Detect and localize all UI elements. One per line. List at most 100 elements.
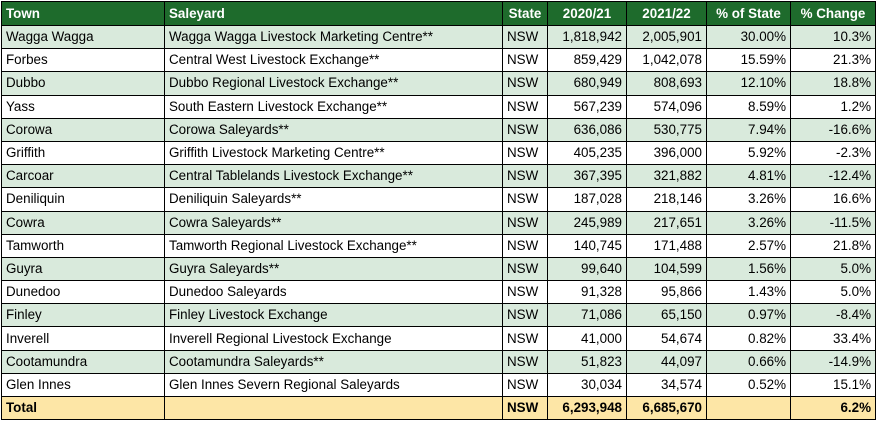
- cell-saleyard: Dunedoo Saleyards: [164, 280, 503, 305]
- cell-saleyard: Guyra Saleyards**: [164, 256, 503, 282]
- cell-town: Cowra: [1, 210, 165, 235]
- cell-pct-change: -12.4%: [790, 164, 876, 189]
- cell-2021-22: 321,882: [626, 164, 707, 189]
- cell-2020-21: 245,989: [547, 210, 627, 235]
- cell-pct-state: 3.26%: [706, 187, 791, 212]
- cell-saleyard: South Eastern Livestock Exchange**: [164, 94, 503, 119]
- cell-pct-state: 2.57%: [706, 233, 791, 258]
- cell-saleyard: Central West Livestock Exchange**: [164, 48, 503, 73]
- table-body: Wagga Wagga Wagga Wagga Livestock Marketi…: [1, 24, 876, 398]
- cell-state: NSW: [502, 164, 548, 189]
- cell-2020-21: 567,239: [547, 94, 627, 119]
- cell-state: NSW: [502, 372, 548, 398]
- cell-pct-change: -8.4%: [790, 303, 876, 328]
- cell-2021-22: 217,651: [626, 210, 707, 235]
- header-state: State: [502, 1, 548, 26]
- cell-town: Yass: [1, 94, 165, 119]
- table-row: Tamworth Tamworth Regional Livestock Exch…: [1, 233, 876, 258]
- cell-2020-21: 859,429: [547, 48, 627, 73]
- cell-town: Dubbo: [1, 71, 165, 96]
- cell-2021-22: 44,097: [626, 349, 707, 374]
- cell-town: Cootamundra: [1, 349, 165, 374]
- cell-2020-21: 405,235: [547, 140, 627, 166]
- cell-pct-change: 15.1%: [790, 372, 876, 398]
- table-row: Glen Innes Glen Innes Severn Regional Sal…: [1, 372, 876, 398]
- cell-2020-21: 30,034: [547, 372, 627, 398]
- cell-pct-state: 4.81%: [706, 164, 791, 189]
- total-row: Total NSW 6,293,948 6,685,670 6.2%: [1, 395, 876, 421]
- cell-2020-21: 41,000: [547, 326, 627, 351]
- cell-pct-state: 0.66%: [706, 349, 791, 374]
- cell-2020-21: 71,086: [547, 303, 627, 328]
- cell-saleyard: Central Tablelands Livestock Exchange**: [164, 164, 503, 189]
- table-row: Corowa Corowa Saleyards** NSW 636,086 530,77…: [1, 117, 876, 142]
- table-row: Cootamundra Cootamundra Saleyards** NSW 51,…: [1, 349, 876, 374]
- header-row: Town Saleyard State 2020/21 2021/22 % of…: [1, 1, 876, 26]
- cell-state: NSW: [502, 24, 548, 50]
- total-2020-21: 6,293,948: [547, 395, 627, 421]
- cell-state: NSW: [502, 48, 548, 73]
- table-row: Dubbo Dubbo Regional Livestock Exchange**…: [1, 71, 876, 96]
- cell-state: NSW: [502, 303, 548, 328]
- cell-2020-21: 140,745: [547, 233, 627, 258]
- total-2021-22: 6,685,670: [626, 395, 707, 421]
- cell-2020-21: 99,640: [547, 256, 627, 282]
- cell-2021-22: 34,574: [626, 372, 707, 398]
- cell-2021-22: 2,005,901: [626, 24, 707, 50]
- cell-2021-22: 54,674: [626, 326, 707, 351]
- cell-state: NSW: [502, 349, 548, 374]
- cell-town: Wagga Wagga: [1, 24, 165, 50]
- cell-state: NSW: [502, 94, 548, 119]
- cell-town: Dunedoo: [1, 280, 165, 305]
- cell-town: Guyra: [1, 256, 165, 282]
- cell-town: Finley: [1, 303, 165, 328]
- header-town: Town: [1, 1, 165, 26]
- cell-pct-state: 30.00%: [706, 24, 791, 50]
- cell-2020-21: 91,328: [547, 280, 627, 305]
- cell-state: NSW: [502, 210, 548, 235]
- cell-state: NSW: [502, 233, 548, 258]
- cell-town: Glen Innes: [1, 372, 165, 398]
- total-town: Total: [1, 395, 165, 421]
- header-pct-state: % of State: [706, 1, 791, 26]
- cell-saleyard: Deniliquin Saleyards**: [164, 187, 503, 212]
- cell-town: Griffith: [1, 140, 165, 166]
- table-row: Yass South Eastern Livestock Exchange** NS…: [1, 94, 876, 119]
- cell-pct-change: 21.3%: [790, 48, 876, 73]
- cell-saleyard: Inverell Regional Livestock Exchange: [164, 326, 503, 351]
- cell-pct-state: 0.52%: [706, 372, 791, 398]
- cell-2020-21: 51,823: [547, 349, 627, 374]
- cell-pct-state: 7.94%: [706, 117, 791, 142]
- table-row: Guyra Guyra Saleyards** NSW 99,640 104,599 1.…: [1, 256, 876, 282]
- total-pct-state: [706, 395, 791, 421]
- cell-town: Forbes: [1, 48, 165, 73]
- table-row: Cowra Cowra Saleyards** NSW 245,989 217,651 3…: [1, 210, 876, 235]
- cell-2020-21: 187,028: [547, 187, 627, 212]
- cell-2021-22: 104,599: [626, 256, 707, 282]
- cell-pct-change: -16.6%: [790, 117, 876, 142]
- header-saleyard: Saleyard: [164, 1, 503, 26]
- cell-saleyard: Dubbo Regional Livestock Exchange**: [164, 71, 503, 96]
- total-pct-change: 6.2%: [790, 395, 876, 421]
- cell-pct-change: 18.8%: [790, 71, 876, 96]
- cell-pct-change: 5.0%: [790, 280, 876, 305]
- cell-town: Corowa: [1, 117, 165, 142]
- cell-state: NSW: [502, 280, 548, 305]
- cell-2021-22: 574,096: [626, 94, 707, 119]
- cell-pct-state: 3.26%: [706, 210, 791, 235]
- table-row: Wagga Wagga Wagga Wagga Livestock Marketi…: [1, 24, 876, 50]
- cell-2021-22: 65,150: [626, 303, 707, 328]
- cell-pct-state: 12.10%: [706, 71, 791, 96]
- cell-pct-state: 0.82%: [706, 326, 791, 351]
- cell-pct-state: 8.59%: [706, 94, 791, 119]
- table-row: Finley Finley Livestock Exchange NSW 71,086…: [1, 303, 876, 328]
- cell-pct-change: -14.9%: [790, 349, 876, 374]
- cell-2021-22: 808,693: [626, 71, 707, 96]
- cell-2021-22: 171,488: [626, 233, 707, 258]
- cell-state: NSW: [502, 326, 548, 351]
- header-pct-change: % Change: [790, 1, 876, 26]
- cell-state: NSW: [502, 117, 548, 142]
- cell-2021-22: 530,775: [626, 117, 707, 142]
- table-row: Griffith Griffith Livestock Marketing Cen…: [1, 140, 876, 166]
- cell-pct-change: 1.2%: [790, 94, 876, 119]
